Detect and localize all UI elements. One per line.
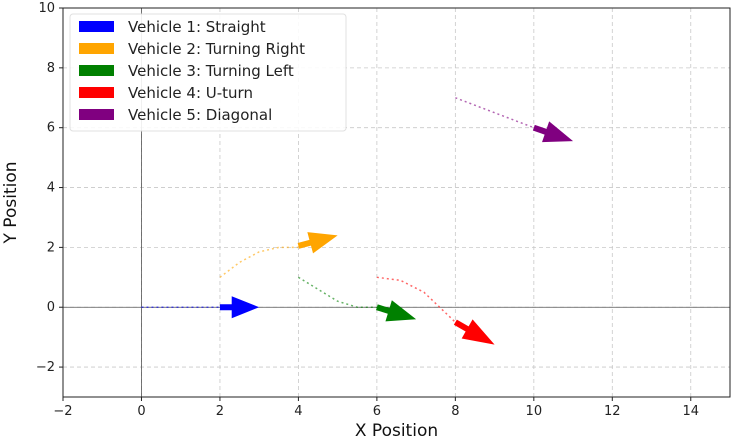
- legend-label-4: Vehicle 4: U-turn: [128, 84, 253, 102]
- y-tick-label: 0: [47, 300, 55, 315]
- trajectory-path-5: [455, 97, 535, 129]
- x-tick-label: 2: [216, 404, 224, 419]
- plot-frame: [62, 7, 731, 398]
- x-tick-label: 10: [526, 404, 543, 419]
- x-tick-label: 0: [137, 404, 145, 419]
- legend-label-2: Vehicle 2: Turning Right: [128, 40, 305, 58]
- vehicle-arrow-4: [453, 319, 495, 345]
- trajectory-path-2: [219, 246, 299, 278]
- legend-label-1: Vehicle 1: Straight: [128, 18, 266, 36]
- vehicle-arrow-5: [532, 121, 574, 143]
- trajectory-path-4: [376, 276, 456, 323]
- y-tick-label: 6: [47, 121, 55, 136]
- y-tick-label: 4: [47, 181, 55, 196]
- y-tick-label: 2: [47, 240, 55, 255]
- trajectory-path-3: [298, 276, 377, 308]
- x-axis-label: X Position: [355, 421, 438, 439]
- x-tick-label: 4: [294, 404, 302, 419]
- vehicle-arrow-1: [219, 296, 260, 319]
- x-tick-label: 6: [373, 404, 381, 419]
- x-tick-label: 12: [604, 404, 621, 419]
- vehicle-arrow-3: [376, 300, 417, 322]
- vehicle-arrow-2: [297, 232, 338, 254]
- x-tick-label: 14: [682, 404, 699, 419]
- y-tick-label: 10: [38, 1, 55, 16]
- legend-label-3: Vehicle 3: Turning Left: [128, 62, 294, 80]
- y-tick-label: −2: [36, 360, 55, 375]
- legend-swatch-4: [79, 87, 114, 98]
- legend-swatch-3: [79, 65, 114, 76]
- legend-swatch-2: [79, 43, 114, 54]
- legend-label-5: Vehicle 5: Diagonal: [128, 106, 272, 124]
- legend-swatch-1: [79, 21, 114, 32]
- legend-box: [69, 13, 347, 132]
- x-tick-label: 8: [451, 404, 459, 419]
- x-tick-label: −2: [53, 404, 72, 419]
- legend-swatch-5: [79, 109, 114, 120]
- y-tick-label: 8: [47, 61, 55, 76]
- y-axis-label: Y Position: [1, 162, 21, 245]
